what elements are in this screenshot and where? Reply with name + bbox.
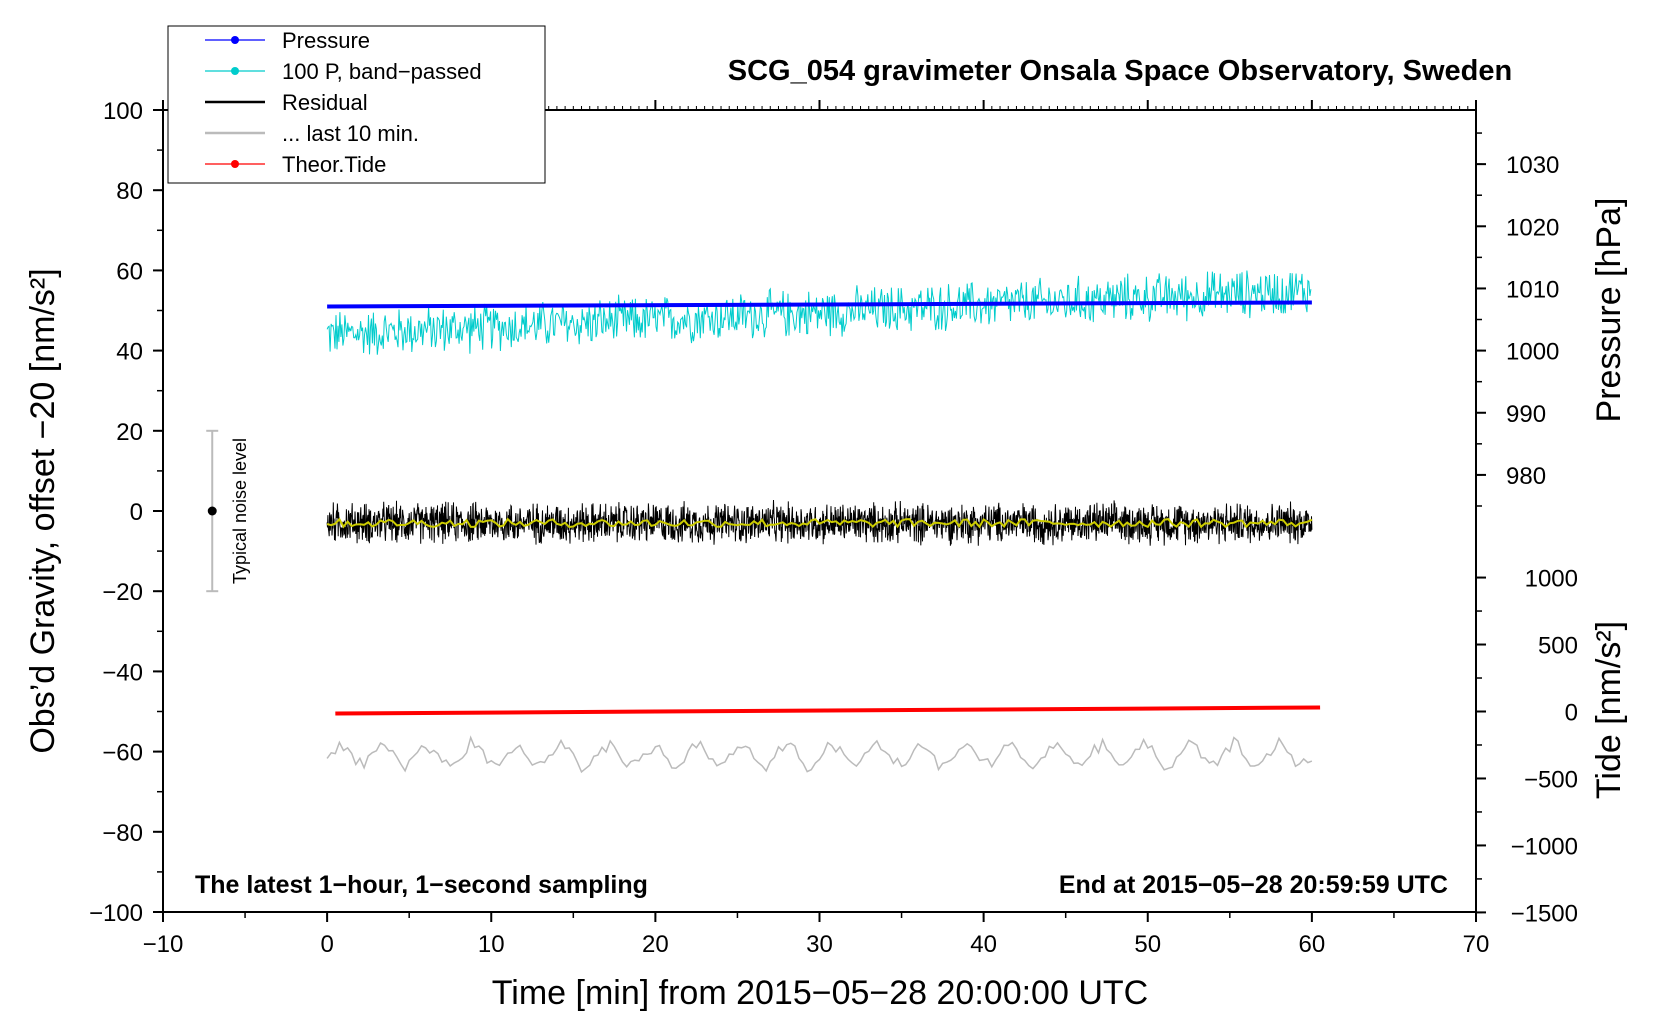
y-left-tick-label: −60 — [102, 740, 143, 767]
legend-swatch-marker — [231, 160, 239, 168]
x-tick-label: 60 — [1299, 931, 1326, 958]
pressure-tick-label: 1030 — [1506, 152, 1559, 179]
tide-tick-label: −1500 — [1511, 900, 1578, 927]
pressure-tick-label: 1000 — [1506, 339, 1559, 366]
tide-tick-label: −500 — [1524, 766, 1578, 793]
legend-label: Theor.Tide — [282, 152, 386, 177]
y-left-tick-label: 100 — [103, 98, 143, 125]
end-time-note: End at 2015−05−28 20:59:59 UTC — [1059, 871, 1448, 899]
x-tick-label: 50 — [1134, 931, 1161, 958]
tide-tick-label: −1000 — [1511, 833, 1578, 860]
legend-label: ... last 10 min. — [282, 121, 419, 146]
y-left-tick-label: −100 — [89, 900, 143, 927]
series-residual-smoothed — [326, 517, 1313, 529]
noise-bar-center-dot — [207, 506, 217, 516]
sampling-note: The latest 1−hour, 1−second sampling — [195, 871, 648, 899]
pressure-tick-label: 980 — [1506, 463, 1546, 490]
series-layer — [326, 270, 1321, 774]
y-axis-left-title: Obs’d Gravity, offset −20 [nm/s²] — [24, 268, 62, 753]
legend-box — [167, 25, 546, 184]
x-tick-label: 30 — [806, 931, 833, 958]
pressure-tick-label: 990 — [1506, 401, 1546, 428]
y-left-tick-label: 80 — [116, 178, 143, 205]
legend-swatch-marker — [231, 67, 239, 75]
series-pressure — [327, 300, 1312, 309]
x-tick-label: 40 — [970, 931, 997, 958]
y-left-tick-label: 0 — [130, 499, 143, 526]
pressure-tick-label: 1020 — [1506, 214, 1559, 241]
y-left-tick-label: 40 — [116, 339, 143, 366]
legend-swatch-marker — [231, 36, 239, 44]
legend-label: 100 P, band−passed — [282, 59, 482, 84]
y-left-tick-label: −40 — [102, 659, 143, 686]
legend-label: Residual — [282, 90, 368, 115]
legend-label: Pressure — [282, 28, 370, 53]
x-axis-title: Time [min] from 2015−05−28 20:00:00 UTC — [492, 974, 1148, 1012]
y-left-tick-label: 20 — [116, 419, 143, 446]
series-theoretical-tide — [335, 705, 1321, 716]
x-tick-label: 20 — [642, 931, 669, 958]
noise-level-label: Typical noise level — [230, 438, 250, 584]
pressure-tick-label: 1010 — [1506, 276, 1559, 303]
series-band-passed-pressure — [326, 270, 1312, 355]
y-left-tick-label: 60 — [116, 258, 143, 285]
chart-title: SCG_054 gravimeter Onsala Space Observat… — [728, 55, 1512, 87]
tide-tick-label: 1000 — [1525, 566, 1578, 593]
y-left-tick-label: −20 — [102, 579, 143, 606]
y-axis-tide-title: Tide [nm/s²] — [1590, 621, 1628, 799]
ticks-layer: −10 0 10 20 30 40 50 60 70−100−80−60−40−20020406… — [89, 98, 1578, 958]
tide-tick-label: 0 — [1565, 700, 1578, 727]
x-tick-label: 10 — [478, 931, 505, 958]
legend: Pressure 100 P, band−passed Residual ... la… — [167, 25, 546, 184]
noise-level-indicator — [206, 429, 219, 593]
series-last-10-min — [326, 735, 1313, 774]
x-tick-label: 70 — [1463, 931, 1490, 958]
y-left-tick-label: −80 — [102, 820, 143, 847]
x-tick-label: 0 — [320, 931, 333, 958]
x-tick-label: −10 — [143, 931, 184, 958]
tide-tick-label: 500 — [1538, 633, 1578, 660]
y-axis-pressure-title: Pressure [hPa] — [1590, 198, 1628, 423]
